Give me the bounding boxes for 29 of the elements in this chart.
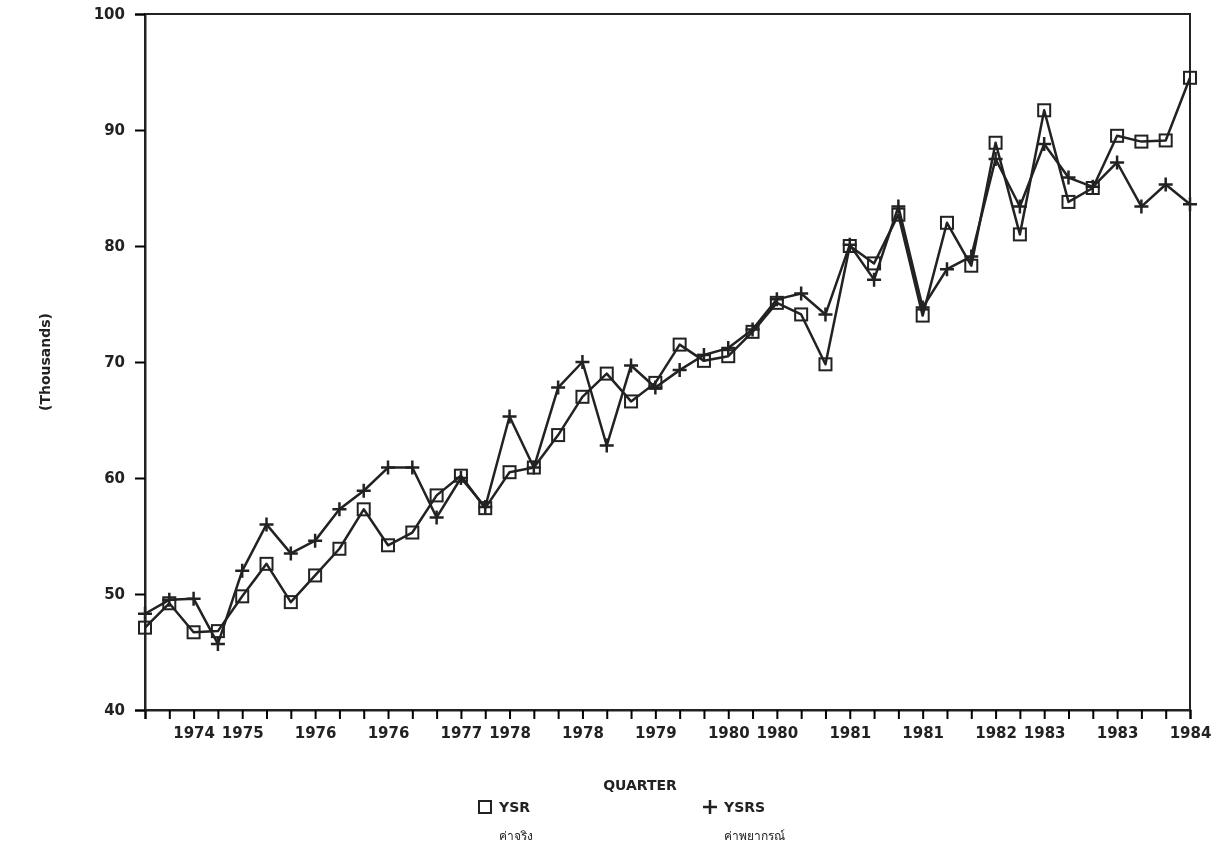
x-tick-label: 1979 — [634, 723, 677, 742]
x-tick-label: 1980 — [756, 723, 799, 742]
x-tick-label: 1976 — [294, 723, 337, 742]
y-tick-label: 60 — [104, 469, 125, 488]
x-tick-label: 1983 — [1023, 723, 1066, 742]
x-axis-title: QUARTER — [603, 777, 678, 793]
y-tick-label: 100 — [93, 5, 125, 24]
x-tick-label: 1981 — [902, 723, 945, 742]
x-tick-label: 1977 — [440, 723, 483, 742]
y-tick-label: 40 — [104, 701, 125, 720]
y-tick-label: 80 — [104, 237, 125, 256]
y-tick-label: 90 — [104, 121, 125, 140]
x-tick-label: 1976 — [367, 723, 410, 742]
x-tick-label: 1984 — [1169, 723, 1212, 742]
x-tick-label: 1980 — [707, 723, 750, 742]
text: ค่าจริง — [499, 829, 533, 843]
x-tick-label: 1983 — [1096, 723, 1139, 742]
x-tick-label: 1978 — [562, 723, 604, 742]
text: ค่าพยากรณ์ — [724, 829, 785, 843]
x-tick-label: 1978 — [489, 723, 531, 742]
x-tick-label: 1974 — [173, 723, 215, 742]
x-tick-label: 1982 — [975, 723, 1017, 742]
y-tick-label: 70 — [104, 353, 125, 372]
legend-label: YSRS — [723, 799, 766, 815]
x-tick-label: 1981 — [829, 723, 872, 742]
legend-label: YSR — [498, 799, 531, 815]
y-axis-title: (Thousands) — [37, 313, 53, 411]
x-tick-label: 1975 — [221, 723, 264, 742]
y-tick-label: 50 — [104, 585, 125, 604]
